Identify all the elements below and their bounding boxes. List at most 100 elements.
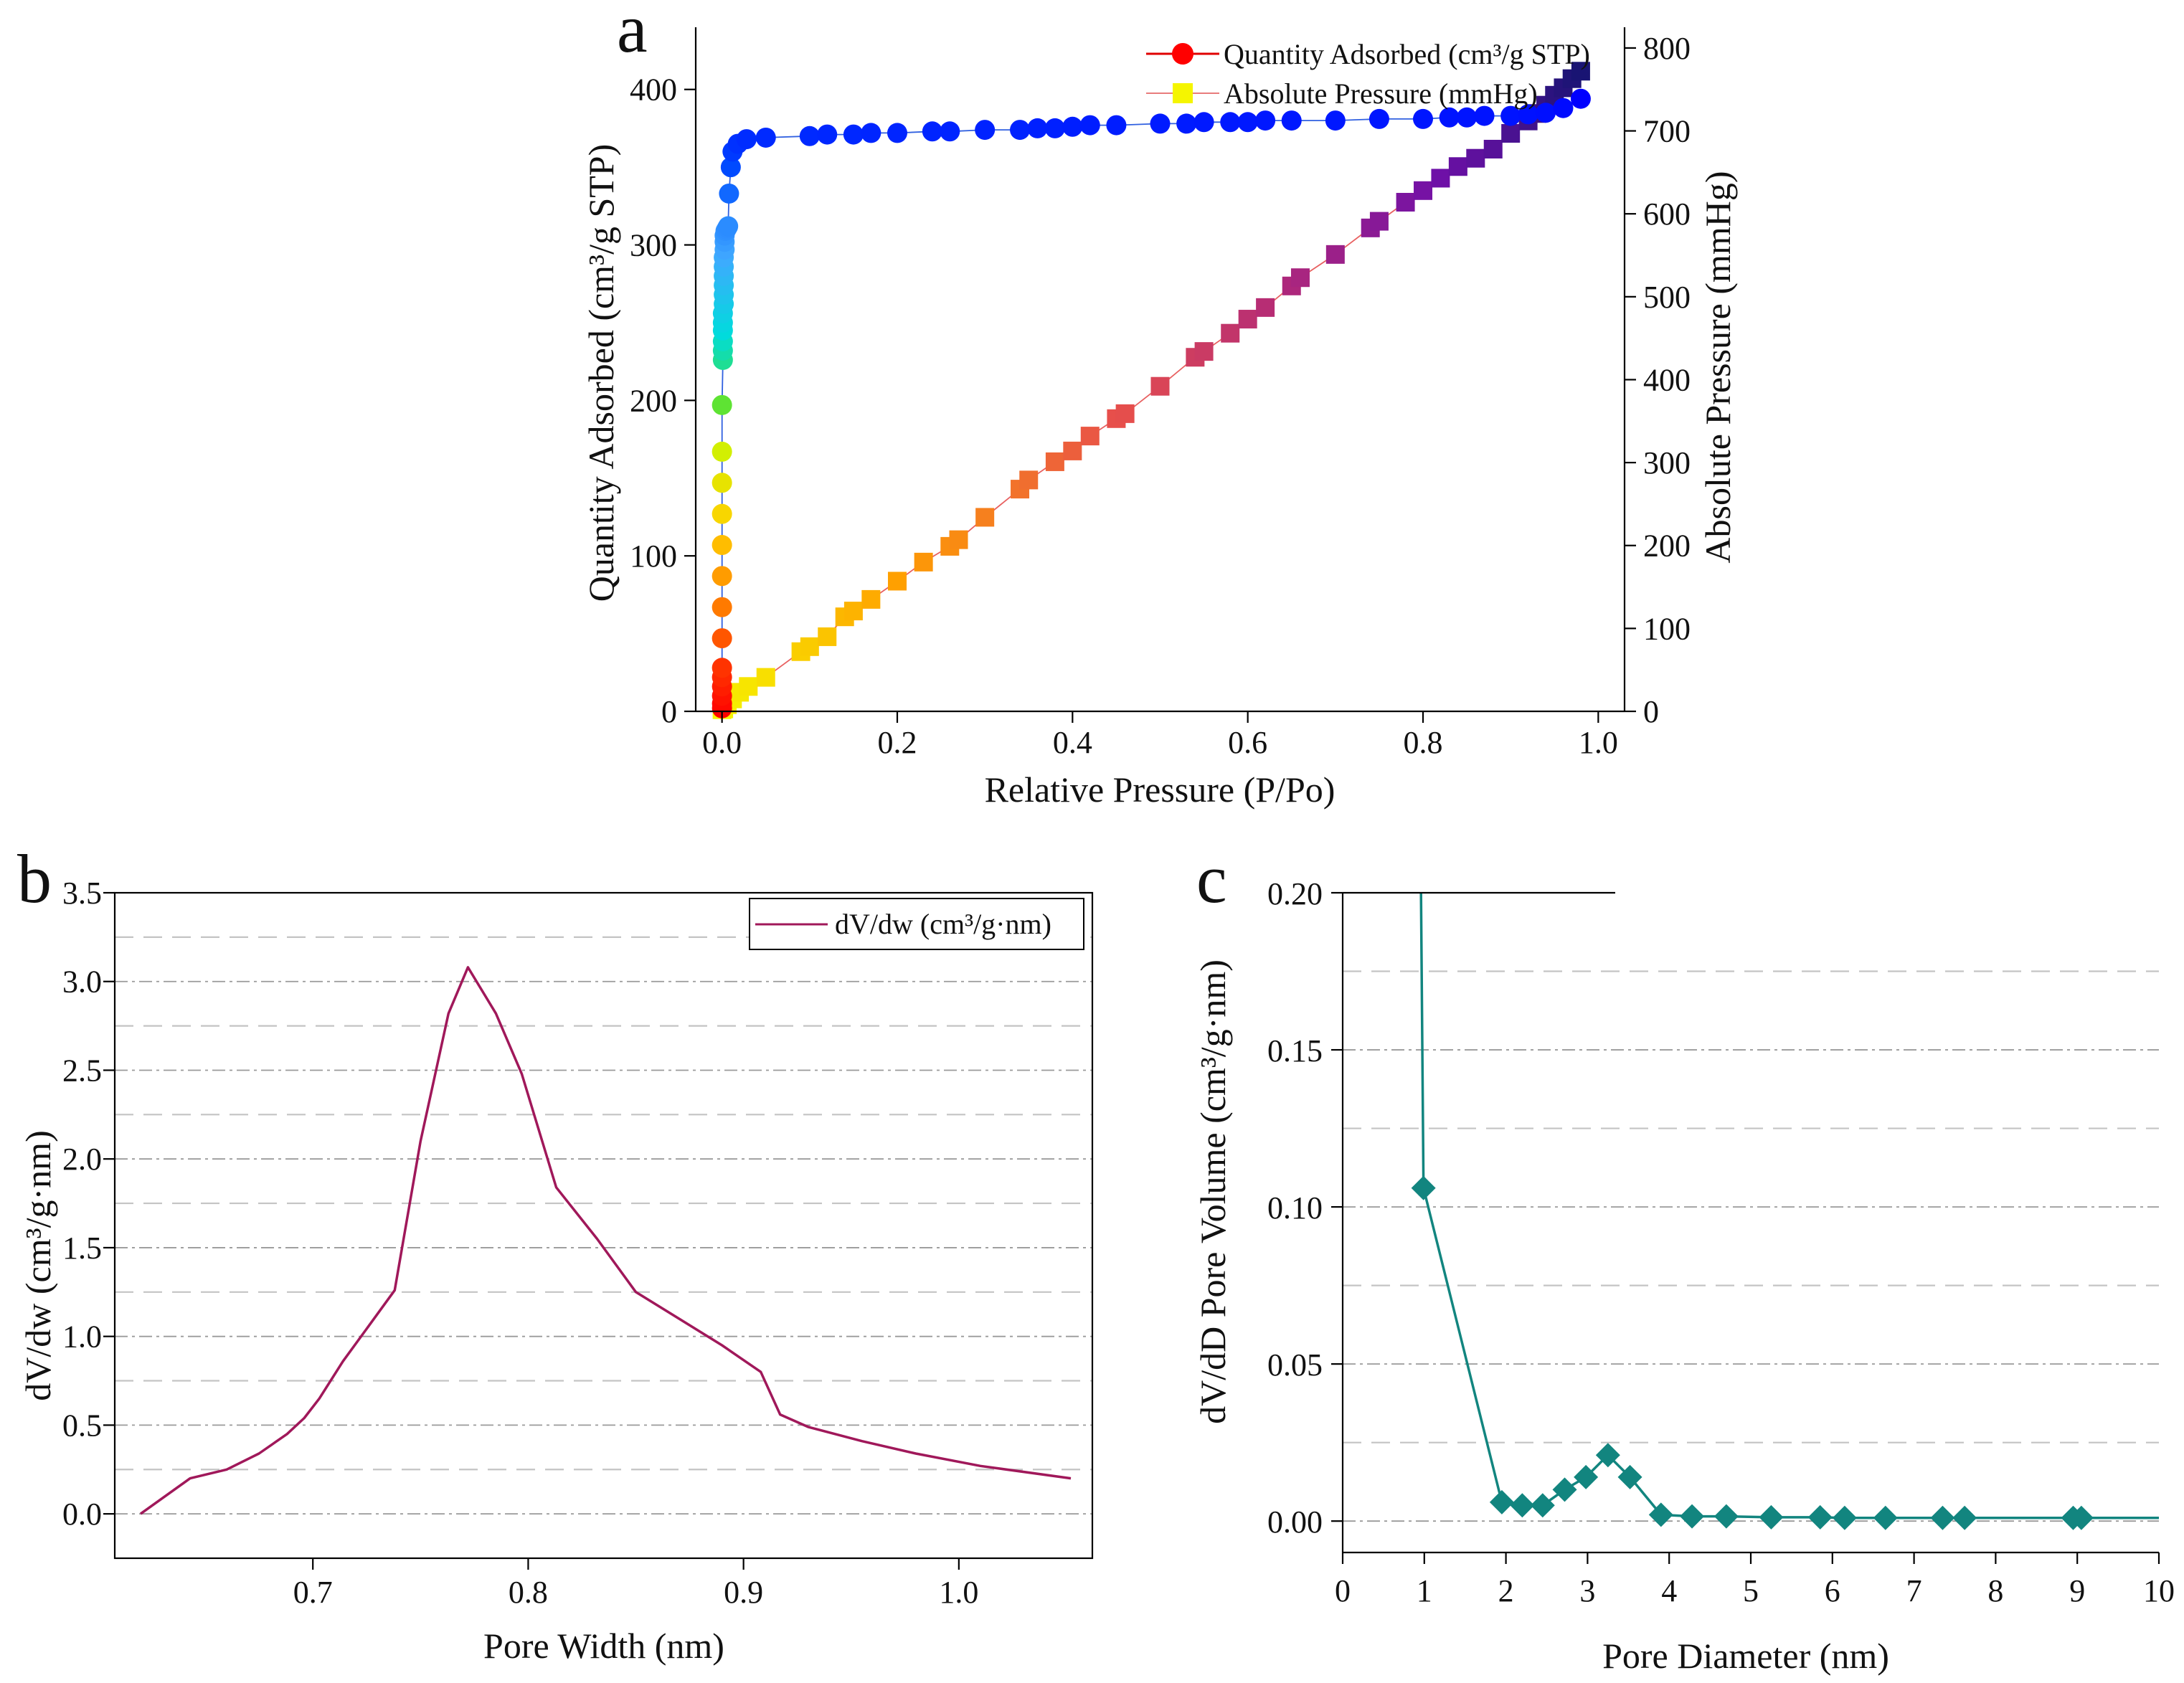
legend-marker-pressure bbox=[1173, 83, 1193, 103]
panel-b-axes: 0.7 0.8 0.9 1.0 0.0 0.5 1.0 1.5 2.0 2.5 3.0 3.5 bbox=[62, 876, 1094, 1610]
panel-c-x-ticklabel: 5 bbox=[1743, 1573, 1759, 1608]
dvdw-series-line bbox=[139, 966, 1072, 1515]
panel-b: b 0.7 0.8 0.9 1.0 0.0 0.5 1.0 1.5 2.0 2.5 3.0 3.5 d… bbox=[17, 840, 1094, 1666]
pressure-point bbox=[1483, 139, 1503, 158]
panel-a-axes: 0.0 0.2 0.4 0.6 0.8 1.0 0 100 200 300 400 0 100 200 30… bbox=[630, 27, 1691, 760]
panel-c-xlabel: Pore Diameter (nm) bbox=[1602, 1636, 1889, 1676]
panel-b-x-ticklabel: 0.7 bbox=[293, 1575, 333, 1610]
panel-a-y2label: Absolute Pressure (mmHg) bbox=[1698, 171, 1738, 563]
quantity-point bbox=[1062, 116, 1083, 137]
panel-a-y-ticklabel: 300 bbox=[630, 228, 677, 263]
panel-a-y-ticklabel: 200 bbox=[630, 383, 677, 418]
panel-c-y-ticklabel: 0.20 bbox=[1267, 876, 1323, 911]
panel-c-ylabel: dV/dD Pore Volume (cm³/g·nm) bbox=[1193, 959, 1233, 1424]
panel-a-y2-ticklabel: 100 bbox=[1643, 611, 1691, 646]
panel-c-y-ticklabel: 0.05 bbox=[1267, 1347, 1323, 1383]
quantity-point bbox=[1536, 103, 1556, 123]
pressure-point bbox=[843, 602, 863, 621]
pressure-point bbox=[1080, 427, 1100, 446]
panel-c-y-ticklabel: 0.00 bbox=[1267, 1504, 1323, 1540]
quantity-point bbox=[1079, 115, 1100, 136]
panel-c-x-ticklabel: 9 bbox=[2069, 1573, 2085, 1608]
legend-marker-quantity bbox=[1172, 43, 1193, 65]
pressure-point bbox=[1431, 169, 1450, 188]
panel-a: a 0.0 0.2 0.4 0.6 0.8 1.0 0 100 200 300 400 0 100 200… bbox=[581, 0, 1738, 810]
quantity-point bbox=[712, 503, 732, 524]
quantity-point bbox=[1176, 113, 1197, 134]
panel-b-y-ticklabel: 3.0 bbox=[62, 964, 102, 1000]
pressure-point bbox=[1466, 148, 1485, 168]
pore-volume-point bbox=[1713, 1504, 1739, 1529]
quantity-point bbox=[799, 125, 820, 146]
panel-b-y-ticklabel: 1.5 bbox=[62, 1231, 102, 1266]
pore-volume-point bbox=[1680, 1504, 1705, 1529]
panel-b-y-ticklabel: 0.0 bbox=[62, 1497, 102, 1532]
panel-a-letter: a bbox=[617, 0, 648, 67]
panel-b-x-ticklabel: 0.8 bbox=[509, 1575, 548, 1610]
quantity-point bbox=[1220, 112, 1241, 133]
panel-a-legend: Quantity Adsorbed (cm³/g STP) Absolute P… bbox=[1146, 38, 1590, 110]
panel-a-x-ticklabel: 0.6 bbox=[1228, 725, 1267, 760]
quantity-point bbox=[1570, 88, 1591, 109]
quantity-point bbox=[1500, 105, 1521, 126]
panel-a-y-ticklabel: 100 bbox=[630, 539, 677, 574]
pressure-point bbox=[1256, 298, 1275, 317]
panel-a-y2-ticklabel: 500 bbox=[1643, 280, 1691, 315]
panel-c-y-ticklabel: 0.15 bbox=[1267, 1033, 1323, 1068]
quantity-point bbox=[1044, 118, 1065, 138]
pressure-point bbox=[1290, 268, 1310, 288]
quantity-point bbox=[940, 121, 960, 142]
panel-a-y2-ticklabel: 300 bbox=[1643, 445, 1691, 480]
pore-volume-point bbox=[1873, 1505, 1898, 1530]
panel-b-xlabel: Pore Width (nm) bbox=[483, 1626, 724, 1666]
pressure-point bbox=[1414, 181, 1433, 200]
panel-c-x-ticklabel: 3 bbox=[1579, 1573, 1595, 1608]
panel-a-x-ticklabel: 1.0 bbox=[1579, 725, 1618, 760]
quantity-point bbox=[1237, 112, 1258, 133]
quantity-point bbox=[718, 216, 739, 237]
quantity-point bbox=[712, 394, 732, 415]
pressure-point bbox=[1571, 62, 1590, 81]
panel-a-x-ticklabel: 0.8 bbox=[1404, 725, 1443, 760]
panel-b-y-ticklabel: 0.5 bbox=[62, 1408, 102, 1443]
panel-b-marks bbox=[139, 966, 1072, 1515]
quantity-point bbox=[1193, 112, 1214, 133]
pressure-point bbox=[1019, 470, 1039, 490]
pore-volume-point bbox=[1648, 1502, 1673, 1527]
panel-c-grid bbox=[1343, 970, 2159, 1522]
pressure-point bbox=[1238, 310, 1257, 329]
pressure-point bbox=[818, 627, 837, 646]
quantity-point bbox=[712, 658, 732, 678]
panel-a-y-ticklabel: 0 bbox=[661, 694, 677, 729]
quantity-point bbox=[712, 628, 732, 649]
quantity-point bbox=[1413, 108, 1434, 129]
panel-c-x-ticklabel: 2 bbox=[1498, 1573, 1514, 1608]
pressure-point bbox=[1194, 342, 1214, 361]
panel-b-ylabel: dV/dw (cm³/g·nm) bbox=[18, 1130, 58, 1400]
panel-c-x-ticklabel: 4 bbox=[1661, 1573, 1677, 1608]
quantity-point bbox=[1474, 105, 1495, 126]
quantity-point bbox=[712, 566, 732, 587]
panel-b-y-ticklabel: 2.0 bbox=[62, 1142, 102, 1177]
pore-volume-point bbox=[1807, 1504, 1833, 1530]
quantity-point bbox=[1255, 110, 1276, 131]
quantity-point bbox=[712, 473, 732, 493]
pressure-point bbox=[739, 677, 758, 696]
legend-label-quantity: Quantity Adsorbed (cm³/g STP) bbox=[1224, 38, 1590, 70]
panel-a-y2-ticklabel: 800 bbox=[1643, 31, 1691, 66]
legend-label-pressure: Absolute Pressure (mmHg) bbox=[1224, 77, 1538, 110]
panel-a-x-ticklabel: 0.4 bbox=[1053, 725, 1092, 760]
pore-volume-point bbox=[1552, 1477, 1577, 1502]
panel-a-x-ticklabel: 0.0 bbox=[702, 725, 742, 760]
pore-volume-point bbox=[1617, 1464, 1642, 1489]
quantity-point bbox=[1439, 107, 1460, 128]
quantity-point bbox=[1027, 118, 1048, 138]
quantity-point bbox=[736, 129, 757, 150]
pressure-point bbox=[800, 637, 819, 656]
quantity-point bbox=[843, 124, 864, 145]
quantity-point bbox=[712, 597, 732, 617]
pressure-point bbox=[1115, 404, 1135, 423]
panel-b-y-ticklabel: 3.5 bbox=[62, 876, 102, 911]
quantity-point bbox=[1150, 113, 1171, 134]
pressure-point bbox=[1369, 212, 1389, 231]
